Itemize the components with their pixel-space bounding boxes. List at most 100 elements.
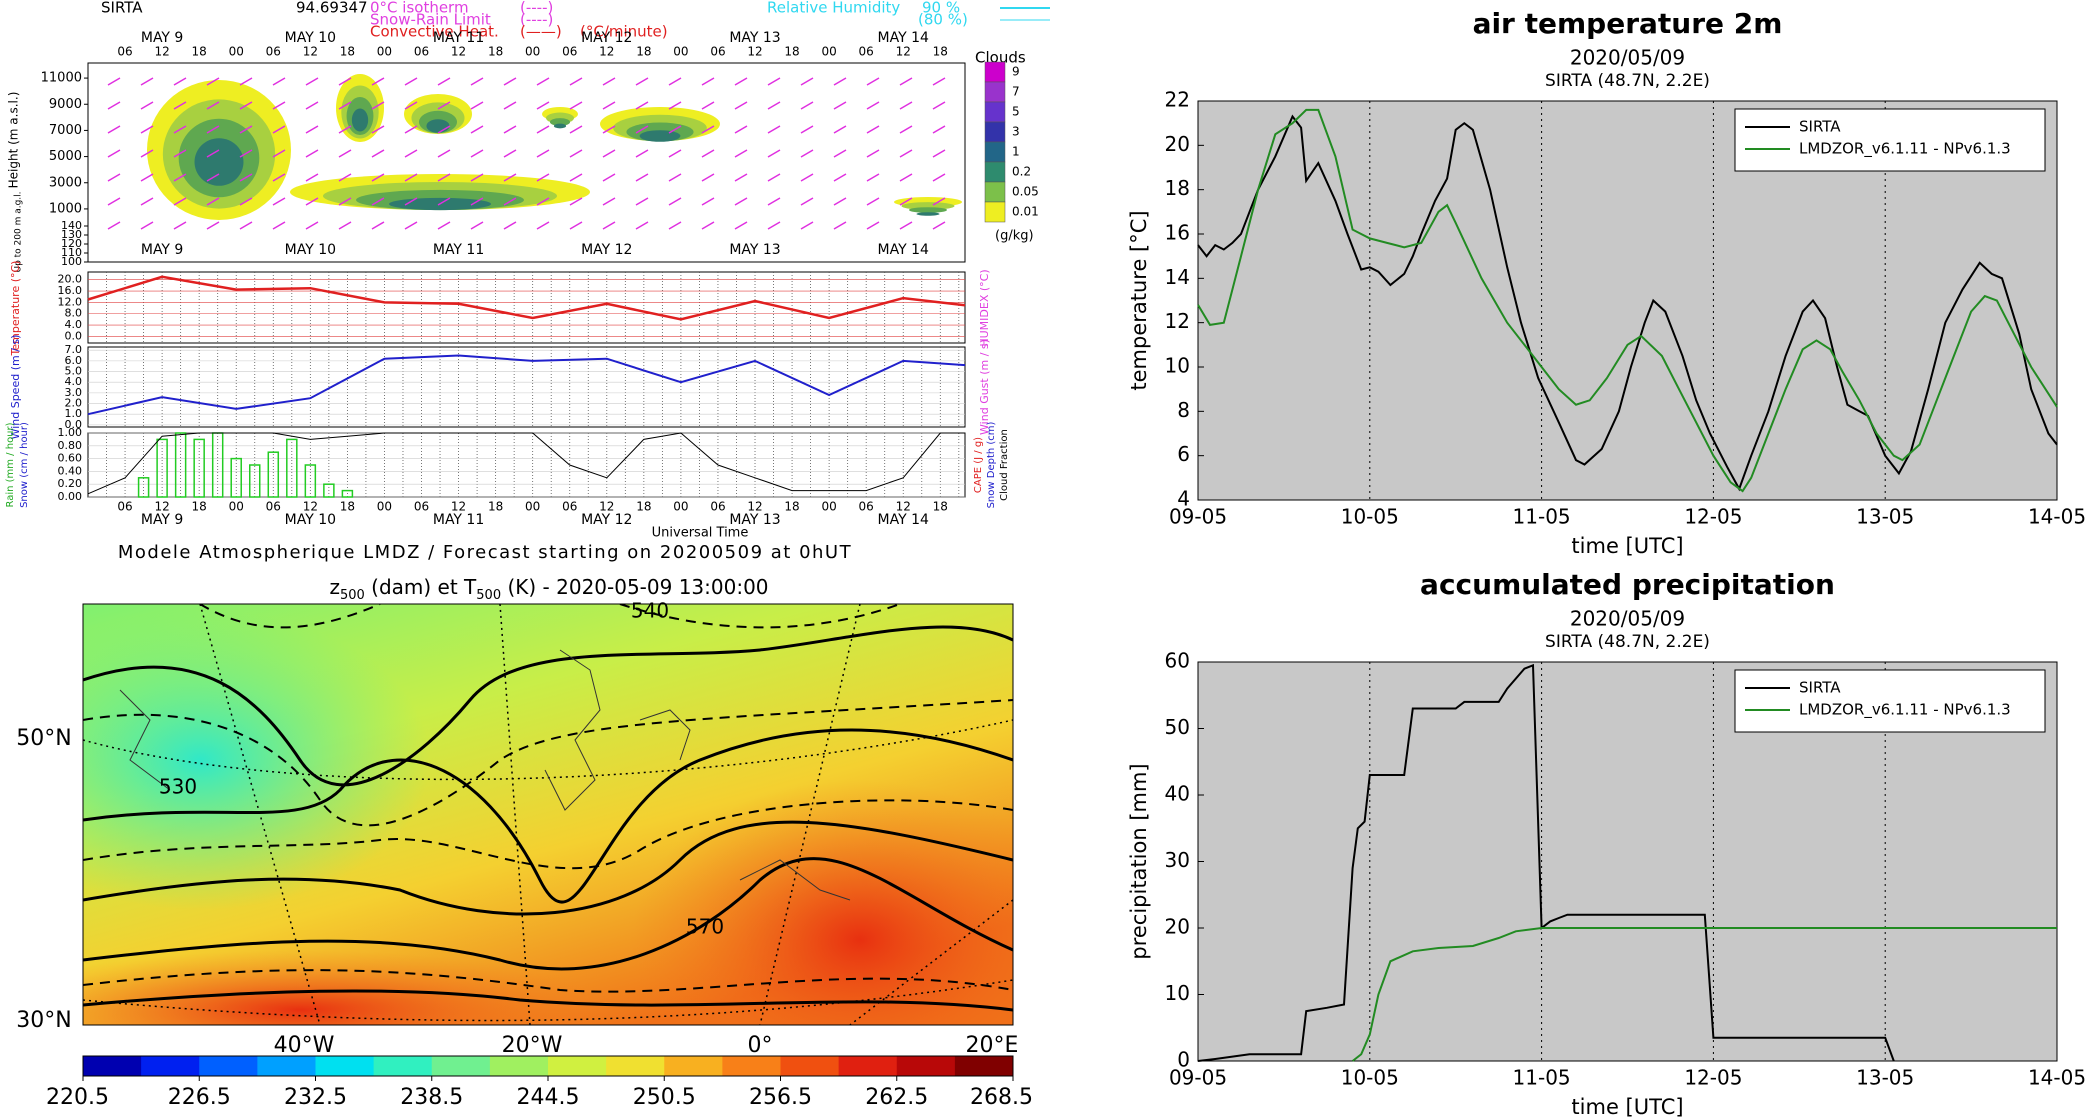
wind-tick-label: 0.0 [65,418,83,431]
colorbar-cell [83,1056,142,1076]
lon-label: 40°W [274,1033,335,1058]
cloud-fraction-line [87,432,965,495]
colorbar-cell [780,1056,840,1076]
wind-arrow [701,221,715,230]
wind-arrow [338,125,352,134]
wind-arrow [668,197,682,206]
wind-arrow [272,173,286,182]
geopotential-contour [83,820,1013,916]
wind-arrow [866,173,880,182]
cloud-blob [426,119,450,133]
height-tick-label: 9000 [49,97,82,112]
rain-bar [230,457,242,498]
hour-label: 00 [673,45,688,59]
snow-axis-label: Snow (cm / hour) [19,422,30,508]
hour-label: 18 [340,45,355,59]
x-axis-label: time [UTC] [1571,1095,1683,1119]
wind-arrow [305,173,319,182]
x-tick-label: 14-05 [2028,505,2086,529]
wind-arrow [470,125,484,134]
colorbar-tick-label: 244.5 [517,1085,580,1110]
hour-label: 12 [154,45,169,59]
colorbar-cell [954,1056,1014,1076]
wind-tick-label: 4.0 [65,375,83,388]
wind-arrow [470,173,484,182]
coastline [119,689,171,791]
hour-label: 00 [377,45,392,59]
map-field [83,604,1013,1025]
legend-unit: (°C/minute) [580,23,668,41]
y-tick-label: 30 [1165,848,1190,872]
humidex-axis-label: HUMIDEX (°C) [978,269,991,346]
wind-arrow [668,101,682,110]
wind-arrow [305,149,319,158]
wind-arrow [767,197,781,206]
wind-arrow [140,221,154,230]
precip-tick-label: 0.40 [58,464,83,477]
wind-arrow [602,125,616,134]
wind-arrow [173,101,187,110]
rain-bar [267,451,280,498]
wind-arrow [602,221,616,230]
hour-label: 12 [896,45,911,59]
day-label: MAY 9 [141,512,183,528]
y-tick-label: 16 [1165,221,1190,245]
wind-arrow [569,173,583,182]
rain-bar [304,464,317,498]
wind-arrow [206,197,220,206]
day-label: MAY 14 [878,242,929,258]
rain-bar [341,489,354,498]
legend-box [1734,669,2046,733]
wind-arrow [305,101,319,110]
cloud-blob [916,212,940,216]
hour-label: 12 [599,500,614,514]
wind-arrow [272,125,286,134]
wind-arrow [470,197,484,206]
wind-arrow [437,77,451,86]
hour-label: 12 [747,45,762,59]
title-part: (dam) et T [365,575,477,599]
legend-box [1734,108,2046,172]
chart-subtitle: 2020/05/09 [1570,607,1685,631]
hour-label: 18 [340,500,355,514]
wind-arrow [800,173,814,182]
temperature-contour [83,969,1013,993]
wind-arrow [932,173,946,182]
wind-arrow [536,173,550,182]
chart-location: SIRTA (48.7N, 2.2E) [1545,632,1710,652]
wind-arrow [866,77,880,86]
wind-arrow [833,197,847,206]
colorbar-cell [722,1056,781,1076]
wind-arrow [734,149,748,158]
colorbar-tick-label: 220.5 [46,1085,109,1110]
geopotential-contour [83,989,1013,1012]
low-tick-label: 100 [61,255,82,268]
wind-tick-label: 3.0 [65,386,83,399]
wind-arrow [932,77,946,86]
warm-region [630,780,1013,1025]
wind-tick-label: 1.0 [65,407,83,420]
wind-arrow [635,173,649,182]
wind-arrow [866,125,880,134]
precip-tick-label: 0.80 [58,439,83,452]
wind-arrow [140,77,154,86]
wind-arrow [470,149,484,158]
day-label: MAY 10 [285,242,336,258]
wind-arrow [437,221,451,230]
wind-arrow [536,149,550,158]
wind-arrow [767,101,781,110]
wind-arrow [899,125,913,134]
wind-arrow [272,197,286,206]
day-label: MAY 10 [285,512,336,528]
wind-arrow [833,221,847,230]
wind-arrow [305,221,319,230]
station: SIRTA [101,0,143,17]
series-line [1197,663,1895,1062]
wind-arrow [734,197,748,206]
wind-arrow [899,77,913,86]
series-line [1197,114,2058,492]
clouds-unit: (g/kg) [995,229,1034,244]
cloud-blob [901,202,955,210]
wind-arrow [371,173,385,182]
precip-tick-label: 0.20 [58,477,83,490]
